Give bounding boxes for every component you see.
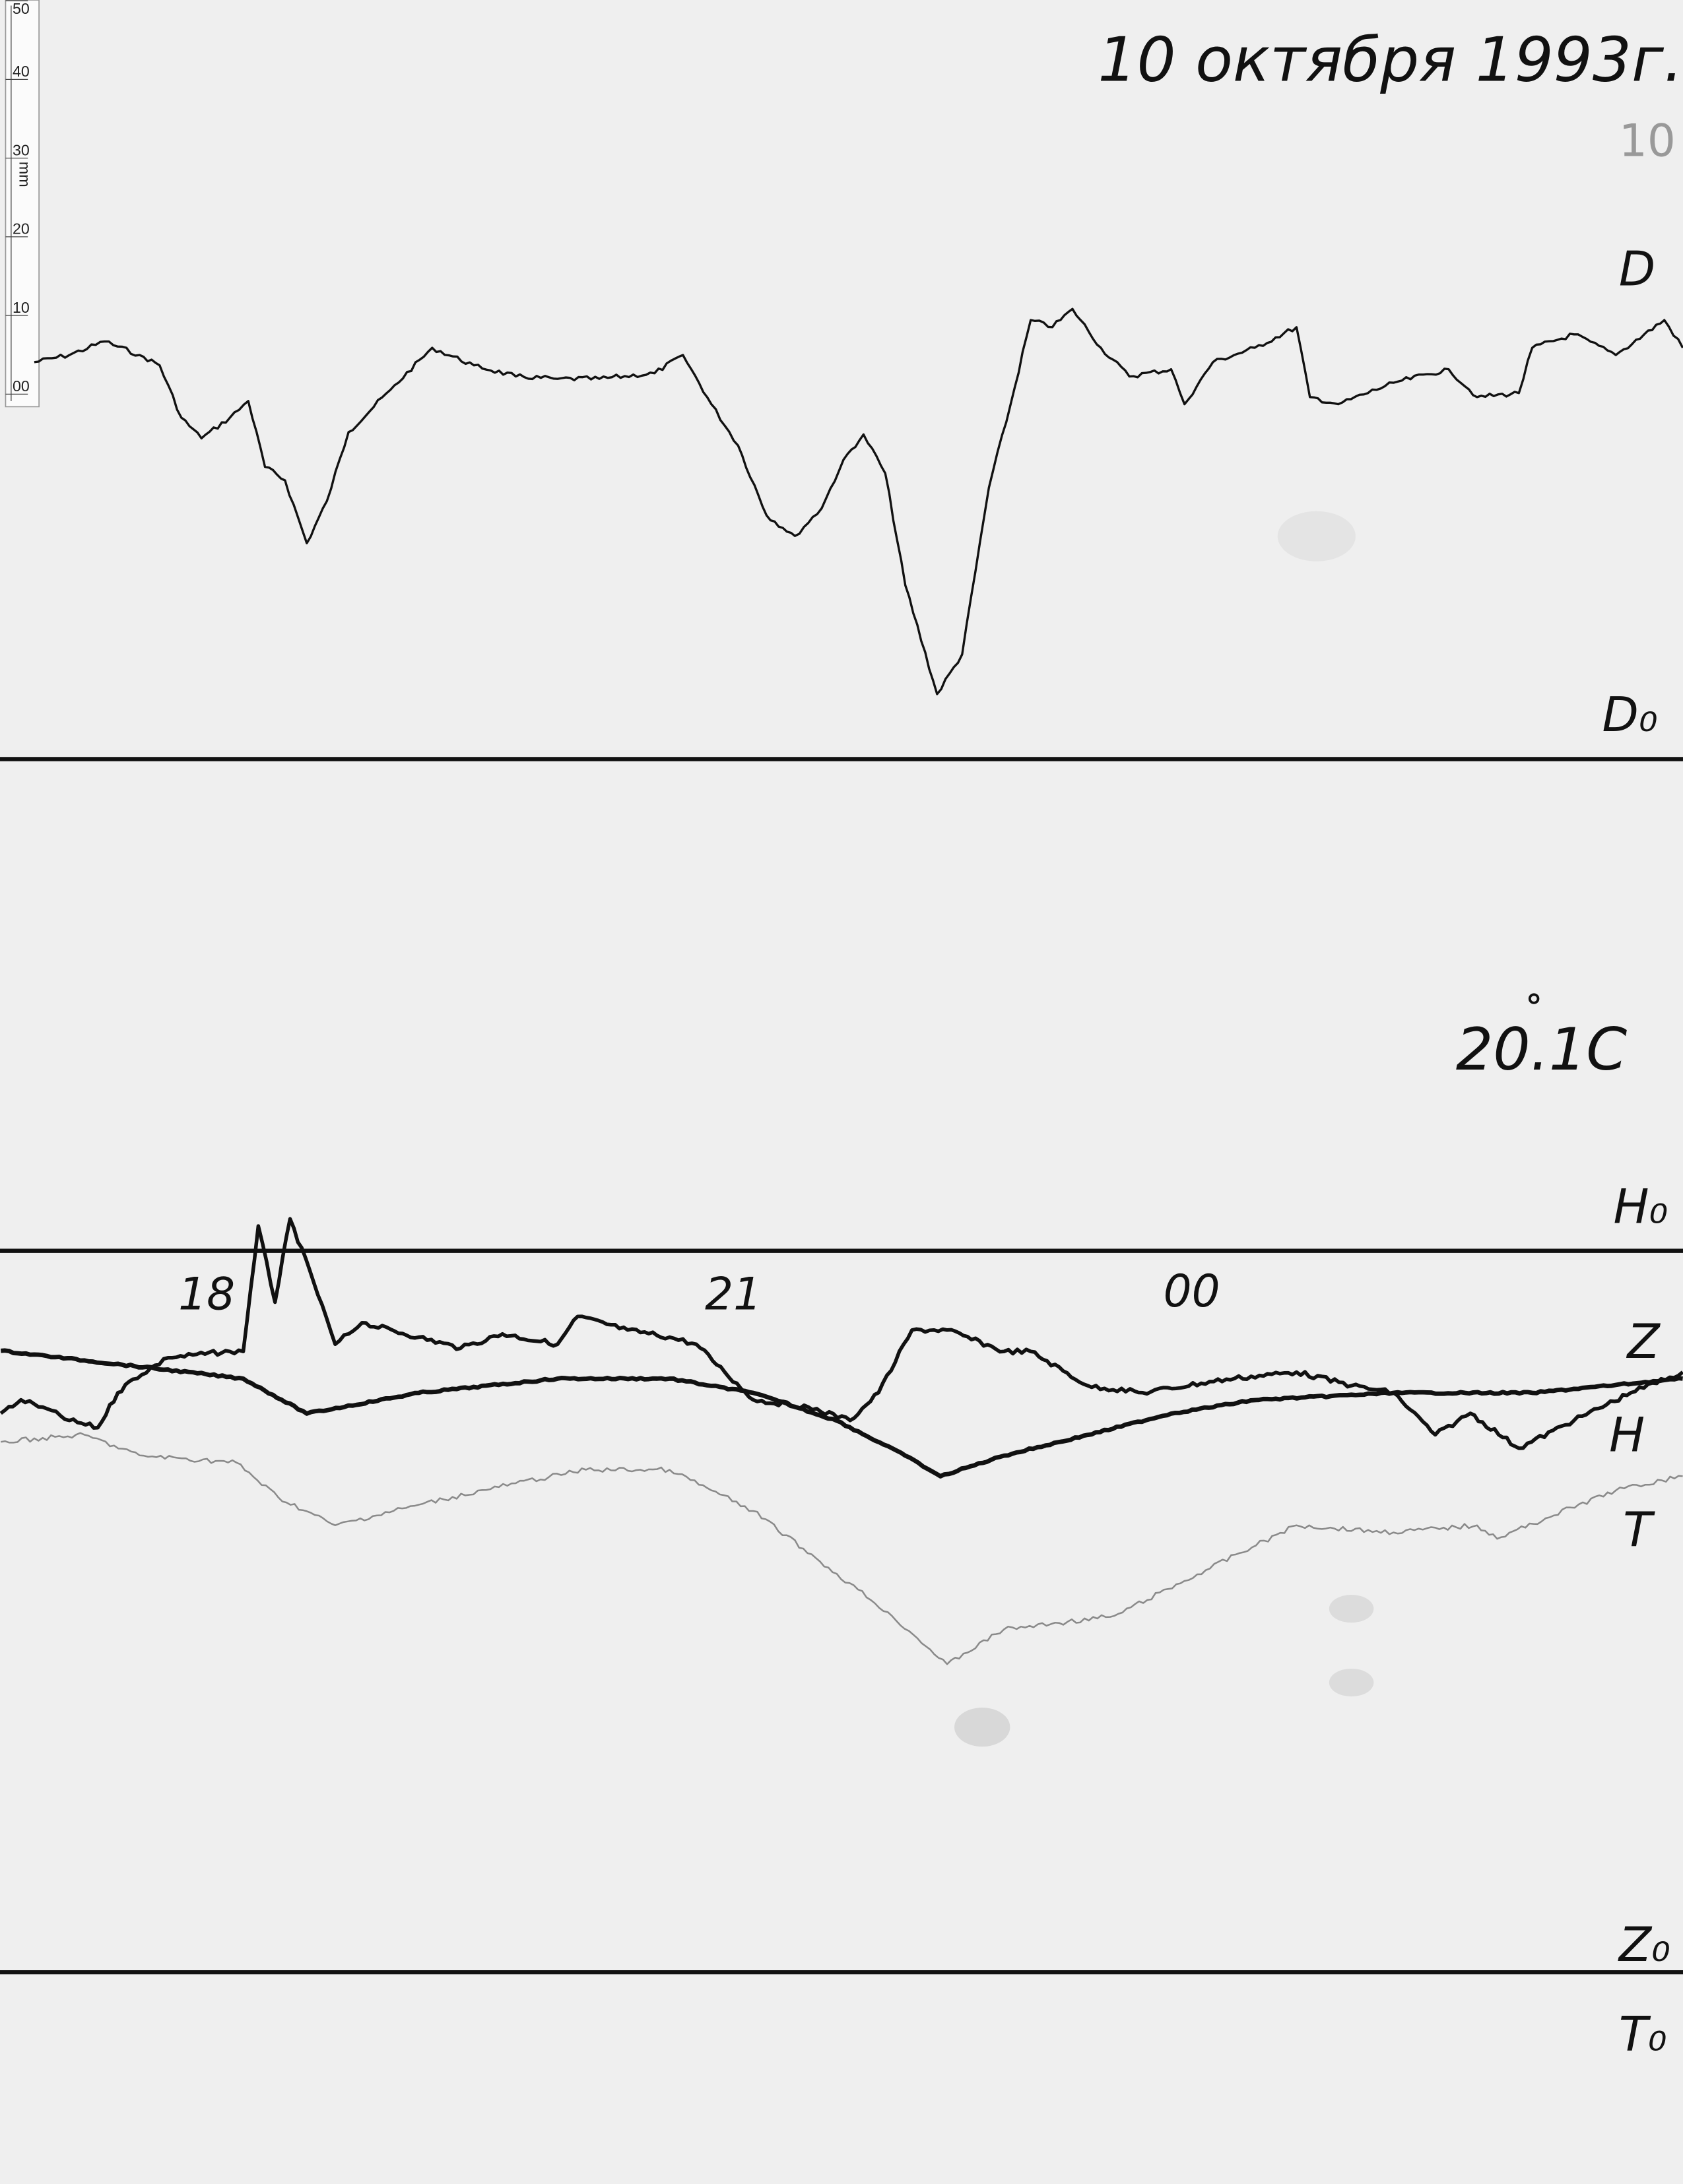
label-h0: H₀ (1613, 1178, 1668, 1234)
trace-t (1, 1432, 1683, 1665)
degree-mark (1528, 993, 1540, 1004)
ruler-tick-label: 50 (13, 0, 30, 17)
ruler-tick-label: 10 (13, 299, 30, 316)
label-t0: T₀ (1619, 2006, 1667, 2061)
ruler-unit: mm (16, 162, 34, 187)
temperature-label: 20.1C (1456, 1015, 1627, 1083)
chart-title: 10 октября 1993г. (1098, 24, 1683, 95)
trace-z (0, 1217, 1683, 1450)
trace-h (1, 1348, 1683, 1479)
mm-ruler: 00 10 20 30 40 50 mm (5, 0, 40, 408)
time-label-18: 18 (178, 1268, 235, 1320)
label-h: H (1609, 1407, 1645, 1463)
label-d: D (1619, 241, 1655, 297)
paper-stain (954, 1708, 1010, 1747)
label-z0: Z₀ (1618, 1917, 1670, 1972)
page-number: 10 (1619, 114, 1676, 166)
ruler-tick-label: 20 (13, 220, 30, 238)
ruler-tick-label: 40 (13, 63, 30, 80)
time-label-00: 00 (1164, 1265, 1220, 1317)
paper-stain (1277, 511, 1356, 562)
ruler-tick-label: 30 (13, 141, 30, 158)
label-t: T (1623, 1502, 1655, 1557)
label-d0: D₀ (1602, 687, 1658, 742)
paper-stain (1329, 1595, 1374, 1623)
ruler-tick-label: 00 (13, 377, 30, 395)
paper-stain (1329, 1668, 1374, 1697)
label-z: Z (1626, 1314, 1661, 1369)
trace-d (34, 307, 1683, 695)
time-label-21: 21 (705, 1268, 762, 1320)
